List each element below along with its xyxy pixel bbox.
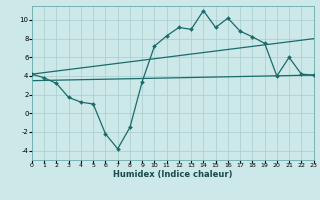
X-axis label: Humidex (Indice chaleur): Humidex (Indice chaleur) (113, 170, 233, 179)
